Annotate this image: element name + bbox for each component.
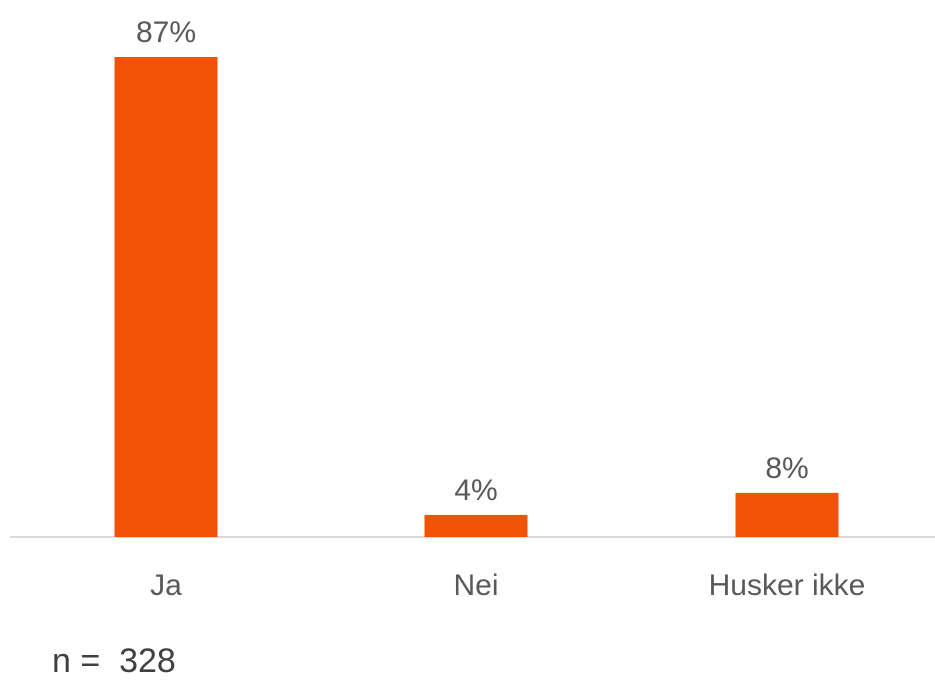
bar-ja — [114, 57, 218, 537]
value-label-husker-ikke: 8% — [765, 452, 808, 485]
category-labels-group: Ja Nei Husker ikke — [150, 569, 865, 602]
bar-chart: 87% 4% 8% Ja Nei Husker ikke — [10, 16, 935, 602]
category-label-ja: Ja — [150, 569, 182, 602]
category-label-nei: Nei — [453, 569, 498, 602]
bars-group — [114, 57, 839, 537]
value-label-ja: 87% — [136, 16, 196, 49]
category-label-husker-ikke: Husker ikke — [709, 569, 866, 602]
bar-husker-ikke — [735, 492, 839, 537]
value-label-nei: 4% — [454, 474, 497, 507]
value-labels-group: 87% 4% 8% — [136, 16, 809, 507]
sample-size-note: n = 328 — [52, 642, 176, 680]
bar-nei — [424, 514, 528, 537]
